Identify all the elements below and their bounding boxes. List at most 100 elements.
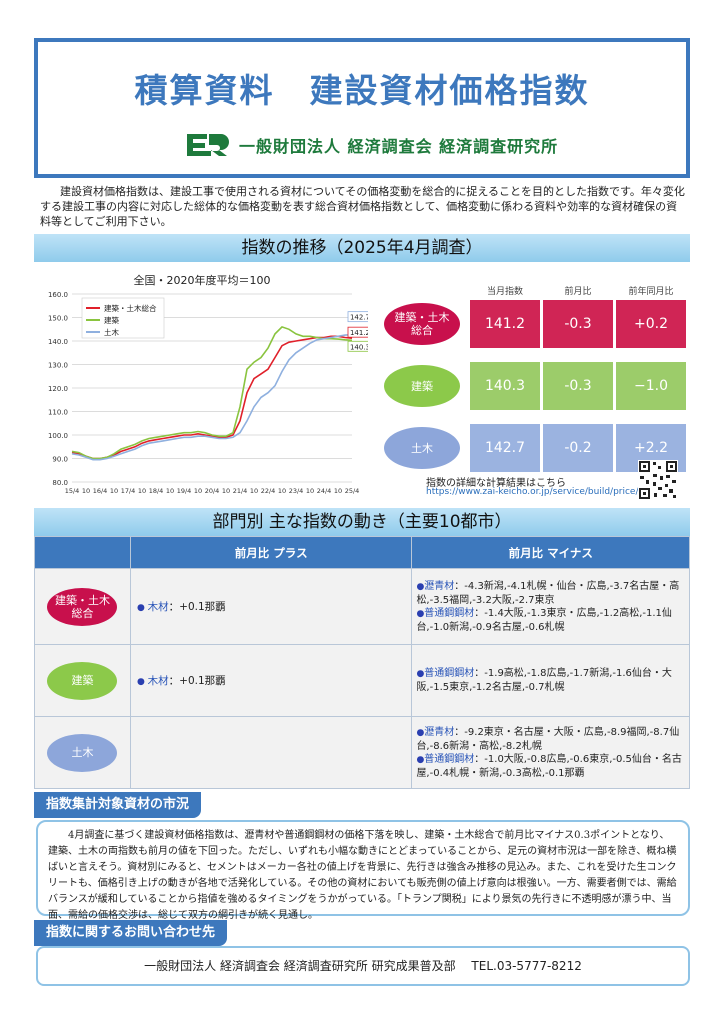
sector-label-cell: 土木 [34, 716, 131, 789]
material-name: 瀝青材 [424, 580, 455, 592]
series-line [71, 333, 353, 461]
index-row-label: 建築 [384, 365, 460, 407]
x-tick-label: 23/4 [289, 487, 304, 495]
end-label-box [347, 326, 368, 338]
material-change: ：-9.2東京・名古屋・大阪・広島,-8.9福岡,-8.7仙台,-8.6新潟・高… [416, 726, 680, 752]
material-name: 普通鋼鋼材 [424, 607, 475, 619]
sector-header-minus: 前月比 マイナス [411, 536, 690, 569]
material-change: ：+0.1那覇 [168, 675, 226, 687]
index-cell-yoy: +0.2 [616, 300, 686, 348]
sector-band-title: 部門別 主な指数の動き（主要10都市） [34, 508, 690, 536]
sector-plus-cell: ● 木材：+0.1那覇 [129, 644, 413, 717]
index-cell-yoy: −1.0 [616, 362, 686, 410]
index-cell-mom: -0.2 [543, 424, 613, 472]
org-logo-icon [187, 134, 229, 156]
qr-code-icon[interactable] [638, 460, 678, 500]
bullet-icon: ● [136, 677, 148, 687]
sector-label-cell: 建築・土木 総合 [34, 568, 131, 645]
bullet-icon: ● [416, 754, 425, 765]
x-tick-label: 20/4 [205, 487, 220, 495]
x-tick-label: 16/4 [93, 487, 108, 495]
material-name: 普通鋼鋼材 [424, 668, 475, 679]
index-cell-current: 140.3 [470, 362, 540, 410]
sector-minus-cell: ● 瀝青材：-4.3新潟,-4.1札幌・仙台・広島,-3.7名古屋・高松,-3.5… [411, 568, 690, 645]
x-tick-label: 10 [250, 487, 258, 495]
y-tick-label: 90.0 [52, 456, 68, 464]
intro-text: 建設資材価格指数は、建設工事で使用される資材についてその価格変動を総合的に捉える… [40, 185, 685, 228]
col-yoy: 前年同月比 [628, 287, 674, 297]
index-row-label: 建築・土木 総合 [384, 303, 460, 345]
sector-minus-cell: ●普通鋼鋼材：-1.9高松,-1.8広島,-1.7新潟,-1.6仙台・大阪,-1… [411, 644, 690, 717]
sector-label: 建築 [47, 661, 118, 700]
y-tick-label: 100.0 [48, 432, 68, 440]
market-tab: 指数集計対象資材の市況 [34, 792, 202, 818]
index-cell-current: 142.7 [470, 424, 540, 472]
x-tick-label: 15/4 [65, 487, 80, 495]
detail-note: 指数の詳細な計算結果はこちら [426, 478, 566, 489]
detail-link[interactable]: https://www.zai-keicho.or.jp/service/bui… [426, 487, 639, 497]
end-label: 140.3 [350, 343, 368, 351]
x-tick-label: 10 [278, 487, 286, 495]
y-tick-label: 120.0 [48, 385, 68, 393]
end-label: 141.2 [350, 329, 368, 337]
sector-table: 前月比 プラス 前月比 マイナス 建築・土木 総合 ● 木材：+0.1那覇 ●瀝青材：… [34, 536, 690, 789]
material-change: ：-4.3新潟,-4.1札幌・仙台・広島,-3.7名古屋・高松,-3.5福岡,-… [416, 580, 680, 606]
series-line [71, 335, 353, 460]
x-tick-label: 10 [334, 487, 342, 495]
x-tick-label: 18/4 [149, 487, 164, 495]
x-tick-label: 10 [138, 487, 146, 495]
legend-label: 土木 [104, 327, 119, 337]
sector-row: 土木 ●瀝青材：-9.2東京・名古屋・大阪・広島,-8.9福岡,-8.7仙台,-8… [34, 716, 690, 789]
y-tick-label: 160.0 [48, 291, 68, 299]
y-tick-label: 140.0 [48, 338, 68, 346]
trend-band-title: 指数の推移（2025年4月調査） [34, 234, 690, 262]
x-tick-label: 17/4 [121, 487, 136, 495]
minus-item: ●瀝青材：-4.3新潟,-4.1札幌・仙台・広島,-3.7名古屋・高松,-3.5… [416, 580, 685, 607]
chart-title: 全国・2020年度平均＝100 [133, 274, 271, 287]
x-tick-label: 10 [82, 487, 90, 495]
index-cell-mom: -0.3 [543, 362, 613, 410]
sector-plus-cell: ● 木材：+0.1那覇 [129, 568, 413, 645]
sector-header-blank [34, 536, 131, 569]
contact-tab: 指数に関するお問い合わせ先 [34, 920, 228, 946]
material-name: 瀝青材 [424, 726, 455, 738]
col-current: 当月指数 [486, 287, 523, 297]
bullet-icon: ● [416, 608, 425, 619]
sector-minus-cell: ●瀝青材：-9.2東京・名古屋・大阪・広島,-8.9福岡,-8.7仙台,-8.6… [411, 716, 690, 789]
series-line [71, 325, 353, 460]
header-box: 積算資料 建設資材価格指数 一般財団法人 経済調査会 経済調査研究所 [34, 38, 690, 178]
y-tick-label: 130.0 [48, 362, 68, 370]
y-tick-label: 110.0 [48, 409, 68, 417]
bullet-icon: ● [416, 669, 425, 679]
index-table: 当月指数 前月比 前年同月比 建築・土木 総合 141.2 -0.3 +0.2 建築 140… [380, 284, 690, 500]
x-tick-label: 10 [222, 487, 230, 495]
end-label: 142.7 [350, 314, 368, 322]
sector-label: 土木 [47, 733, 118, 772]
bullet-icon: ● [136, 603, 148, 613]
x-tick-label: 22/4 [261, 487, 276, 495]
index-cell-current: 141.2 [470, 300, 540, 348]
legend-label: 建築・土木総合 [104, 303, 157, 313]
x-tick-label: 24/4 [317, 487, 332, 495]
bullet-icon: ● [416, 727, 425, 738]
market-text: 4月調査に基づく建設資材価格指数は、瀝青材や普通鋼鋼材の価格下落を映し、建築・土… [36, 820, 690, 921]
x-tick-label: 10 [110, 487, 118, 495]
material-name: 木材 [147, 675, 169, 687]
sector-plus-cell [129, 716, 413, 789]
col-mom: 前月比 [564, 287, 592, 297]
index-cell-mom: -0.3 [543, 300, 613, 348]
x-tick-label: 10 [166, 487, 174, 495]
y-tick-label: 80.0 [52, 479, 68, 487]
material-change: ：+0.1那覇 [168, 601, 226, 613]
index-row-label: 土木 [384, 427, 460, 469]
x-tick-label: 10 [194, 487, 202, 495]
minus-item: ●普通鋼鋼材：-1.9高松,-1.8広島,-1.7新潟,-1.6仙台・大阪,-1… [416, 667, 685, 694]
x-tick-label: 10 [306, 487, 314, 495]
chart-svg: 80.0 90.0 100.0 110.0 120.0 130.0 140.0 150.0 16… [48, 291, 368, 495]
sector-header-row: 前月比 プラス 前月比 マイナス [34, 536, 690, 569]
trend-chart: 全国・2020年度平均＝100 80.0 90.0 100.0 110.0 120.0 1… [36, 268, 368, 502]
org-line: 一般財団法人 経済調査会 経済調査研究所 [183, 128, 558, 162]
sector-row: 建築 ● 木材：+0.1那覇 ●普通鋼鋼材：-1.9高松,-1.8広島,-1.7新潟… [34, 644, 690, 717]
material-change: ：-1.4大阪,-1.3東京・広島,-1.2高松,-1.1仙台,-1.0新潟,-… [416, 607, 672, 633]
minus-item: ●普通鋼鋼材：-1.0大阪,-0.8広島,-0.6東京,-0.5仙台・名古屋,-… [416, 753, 685, 780]
